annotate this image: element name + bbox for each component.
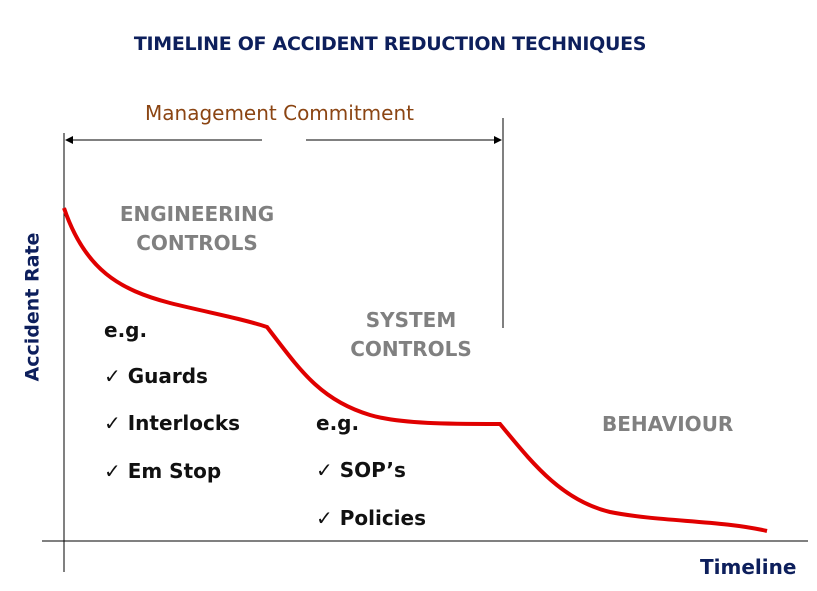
label-line: ENGINEERING	[119, 202, 275, 226]
label-line: CONTROLS	[136, 231, 258, 255]
accident-rate-curve	[62, 207, 768, 533]
x-axis-label: Timeline	[700, 555, 797, 579]
behaviour-label: BEHAVIOUR	[602, 412, 734, 436]
system-eg: e.g.	[316, 411, 360, 435]
system-item: ✓ Policies	[316, 506, 427, 530]
chart-title: TIMELINE OF ACCIDENT REDUCTION TECHNIQUE…	[133, 33, 647, 55]
engineering-item: ✓ Interlocks	[104, 411, 241, 435]
system-item: ✓ SOP’s	[316, 458, 406, 482]
system-controls-label: SYSTEM CONTROLS	[340, 306, 482, 364]
management-commitment-label: Management Commitment	[145, 101, 414, 125]
engineering-item: ✓ Guards	[104, 364, 208, 388]
y-axis-label: Accident Rate	[21, 232, 44, 382]
engineering-controls-label: ENGINEERING CONTROLS	[106, 200, 288, 258]
engineering-item: ✓ Em Stop	[104, 459, 222, 483]
engineering-eg: e.g.	[104, 318, 148, 342]
label-line: SYSTEM	[365, 308, 457, 332]
label-line: CONTROLS	[350, 337, 472, 361]
